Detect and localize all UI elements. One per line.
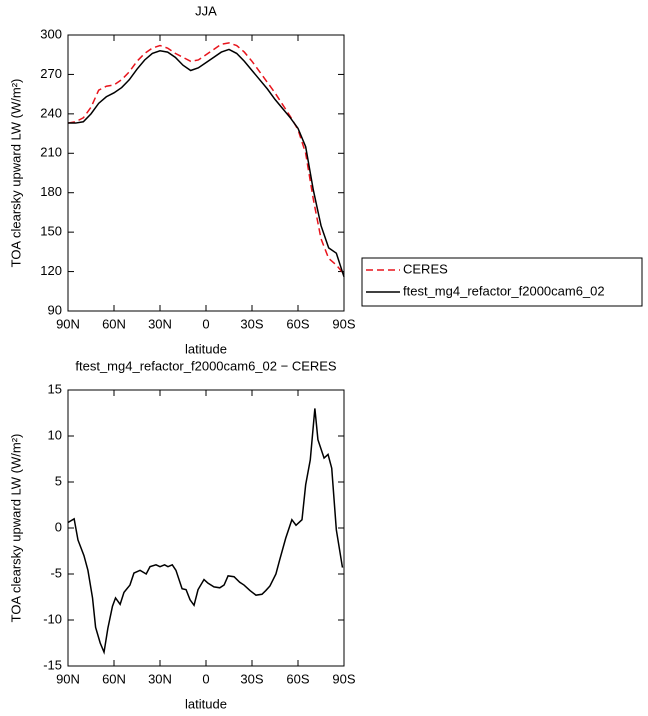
- legend-box: [361, 257, 643, 307]
- x-tick-label: 60N: [102, 671, 126, 686]
- y-tick-label: 90: [48, 302, 62, 317]
- y-axis-label: TOA clearsky upward LW (W/m²): [8, 79, 23, 268]
- x-tick-label: 30S: [240, 671, 263, 686]
- x-tick-label: 30N: [148, 316, 172, 331]
- plot-frame: [67, 34, 345, 312]
- x-tick-label: 90N: [56, 671, 80, 686]
- y-tick-label: 240: [40, 105, 62, 120]
- y-tick-label: 150: [40, 224, 62, 239]
- data-line: [67, 42, 345, 275]
- data-line: [68, 48, 345, 278]
- y-tick-label: 5: [55, 473, 62, 488]
- x-tick-label: 60S: [286, 316, 309, 331]
- chart-title: ftest_mg4_refactor_f2000cam6_02 − CERES: [75, 358, 337, 373]
- y-tick-label: 0: [55, 519, 62, 534]
- y-tick-label: 300: [40, 26, 62, 41]
- y-tick-label: -10: [43, 611, 62, 626]
- x-axis-label: latitude: [185, 341, 227, 356]
- y-axis-label: TOA clearsky upward LW (W/m²): [8, 434, 23, 623]
- x-axis-label: latitude: [185, 696, 227, 711]
- y-tick-label: 270: [40, 66, 62, 81]
- legend-label: ftest_mg4_refactor_f2000cam6_02: [403, 283, 605, 298]
- x-tick-label: 30S: [240, 316, 263, 331]
- x-tick-label: 0: [202, 671, 209, 686]
- y-tick-label: 15: [48, 381, 62, 396]
- x-tick-label: 60N: [102, 316, 126, 331]
- x-tick-label: 90S: [332, 671, 355, 686]
- y-tick-label: 120: [40, 263, 62, 278]
- y-tick-label: -5: [50, 565, 62, 580]
- plot-frame: [67, 389, 345, 667]
- data-line: [67, 408, 344, 655]
- y-tick-label: 210: [40, 145, 62, 160]
- y-tick-label: 10: [48, 427, 62, 442]
- x-tick-label: 30N: [148, 671, 172, 686]
- x-tick-label: 90N: [56, 316, 80, 331]
- y-tick-label: 180: [40, 184, 62, 199]
- legend-label: CERES: [403, 261, 448, 276]
- x-tick-label: 0: [202, 316, 209, 331]
- x-tick-label: 90S: [332, 316, 355, 331]
- chart-title: JJA: [195, 3, 217, 18]
- y-tick-label: -15: [43, 657, 62, 672]
- x-tick-label: 60S: [286, 671, 309, 686]
